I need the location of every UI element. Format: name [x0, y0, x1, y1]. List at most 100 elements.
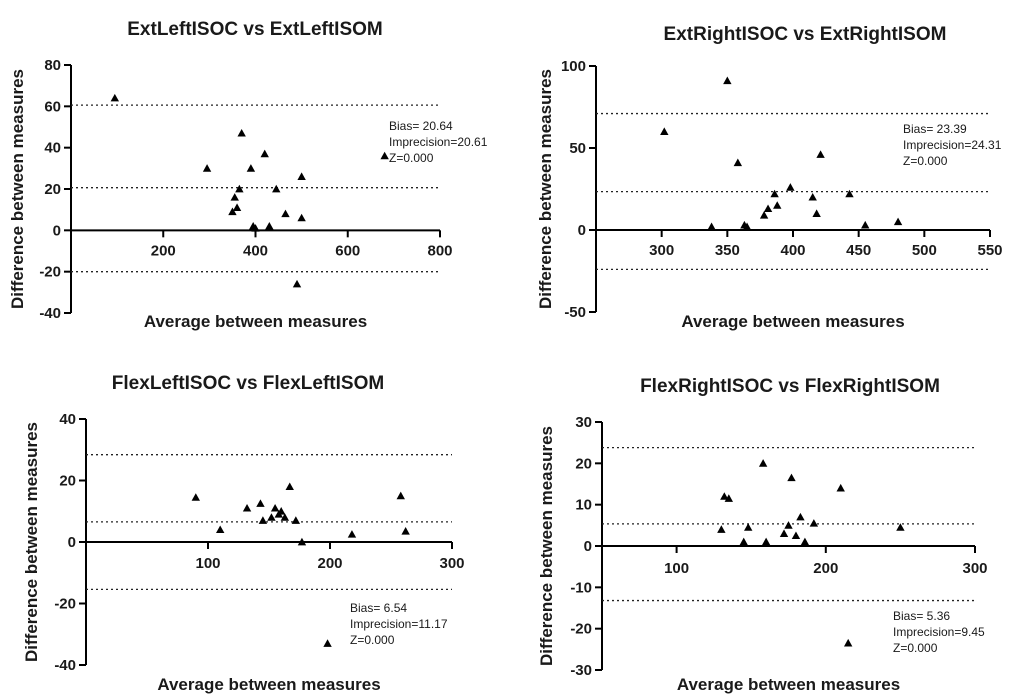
y-tick-label: -40 — [54, 657, 76, 674]
data-point-triangle — [707, 222, 716, 231]
data-point-triangle — [779, 529, 789, 537]
x-tick-label: 500 — [912, 242, 937, 259]
chart-panel-4: FlexRightISOC vs FlexRightISOM -30 -20 -10 0… — [537, 376, 988, 694]
data-point-triangle — [297, 537, 307, 546]
x-tick-label: 300 — [962, 560, 987, 577]
y-tick-label: 20 — [575, 455, 592, 472]
x-axis-label: Average between measures — [681, 312, 904, 331]
data-point-triangle — [242, 503, 252, 512]
y-tick-label: -20 — [39, 264, 61, 281]
y-axis-label: Difference between measures — [536, 69, 555, 309]
data-point-triangle — [347, 530, 357, 538]
data-point-triangle — [216, 525, 225, 534]
data-point-triangle — [808, 193, 817, 201]
data-point-triangle — [292, 279, 302, 288]
data-point-triangle — [272, 184, 281, 193]
y-tick-label: 0 — [53, 222, 61, 239]
data-point-triangle — [256, 499, 265, 507]
chart-title: ExtRightISOC vs ExtRightISOM — [664, 24, 947, 45]
x-tick-label: 600 — [335, 242, 360, 259]
data-point-triangle — [861, 220, 870, 229]
bias-annotation: Bias= 6.54 — [350, 601, 407, 615]
data-point-triangle — [401, 527, 410, 535]
data-point-triangle — [191, 493, 200, 501]
data-point-triangle — [660, 127, 669, 135]
y-tick-label: 20 — [44, 181, 61, 198]
data-point-triangle — [812, 209, 821, 217]
x-tick-label: 100 — [195, 555, 220, 572]
x-axis-label: Average between measures — [157, 675, 380, 694]
y-tick-label: 0 — [578, 222, 586, 239]
data-point-triangle — [724, 494, 734, 502]
chart-panel-3: FlexLeftISOC vs FlexLeftISOM -40 -20 0 20 40 1… — [22, 373, 465, 694]
x-tick-label: 400 — [780, 242, 805, 259]
x-tick-label: 350 — [715, 242, 740, 259]
x-tick-label: 300 — [439, 555, 464, 572]
data-point-triangle — [763, 204, 773, 213]
bias-annotation: Bias= 20.64 — [389, 119, 453, 133]
z-annotation: Z=0.000 — [903, 154, 948, 168]
data-point-triangle — [260, 149, 269, 158]
x-tick-label: 450 — [846, 242, 871, 259]
y-tick-label: 40 — [59, 411, 76, 428]
x-tick-label: 200 — [813, 560, 838, 577]
y-tick-label: 20 — [59, 473, 76, 490]
x-axis-label: Average between measures — [677, 675, 900, 694]
z-annotation: Z=0.000 — [389, 151, 434, 165]
data-point-triangle — [723, 76, 732, 85]
bias-annotation: Bias= 5.36 — [893, 609, 950, 623]
y-tick-label: 60 — [44, 98, 61, 115]
data-point-triangle — [773, 201, 782, 209]
x-tick-label: 300 — [649, 242, 674, 259]
data-point-triangle — [759, 211, 769, 219]
data-point-triangle — [739, 537, 748, 546]
chart-title: FlexRightISOC vs FlexRightISOM — [640, 376, 940, 397]
data-point-triangle — [265, 222, 274, 230]
y-tick-label: -40 — [39, 305, 61, 322]
y-tick-label: 100 — [561, 58, 586, 75]
data-point-triangle — [816, 150, 825, 158]
data-point-triangle — [845, 189, 854, 198]
data-point-triangle — [258, 516, 268, 524]
data-point-triangle — [281, 209, 290, 218]
data-point-triangle — [246, 164, 256, 172]
data-point-triangle — [784, 521, 793, 529]
imprecision-annotation: Imprecision=20.61 — [389, 135, 488, 149]
chart-panel-1: ExtLeftISOC vs ExtLeftISOM -40 -20 0 20 40 60 8… — [8, 19, 488, 331]
data-point-triangle — [285, 482, 294, 491]
y-tick-label: 50 — [569, 140, 586, 157]
y-tick-label: 0 — [584, 538, 592, 555]
data-point-triangle — [277, 507, 286, 515]
chart-title: FlexLeftISOC vs FlexLeftISOM — [112, 373, 384, 394]
data-point-triangle — [733, 158, 743, 167]
data-point-triangle — [202, 164, 212, 172]
y-tick-label: -20 — [54, 596, 76, 613]
y-tick-label: -10 — [570, 579, 592, 596]
z-annotation: Z=0.000 — [893, 641, 938, 655]
data-point-triangle — [787, 473, 796, 482]
data-point-triangle — [267, 513, 276, 521]
imprecision-annotation: Imprecision=11.17 — [350, 617, 448, 631]
data-point-triangle — [796, 512, 805, 521]
data-point-triangle — [800, 537, 810, 546]
data-point-triangle — [280, 513, 290, 521]
data-point-triangle — [758, 459, 768, 467]
chart-panel-2: ExtRightISOC vs ExtRightISOM -50 0 50 100 300… — [536, 24, 1003, 331]
data-point-triangle — [232, 203, 242, 211]
x-tick-label: 100 — [664, 560, 689, 577]
x-tick-label: 800 — [427, 242, 452, 259]
data-point-triangle — [843, 638, 853, 647]
x-tick-label: 200 — [151, 242, 176, 259]
data-point-triangle — [291, 516, 301, 524]
imprecision-annotation: Imprecision=9.45 — [893, 625, 985, 639]
bias-annotation: Bias= 23.39 — [903, 122, 967, 136]
data-point-triangle — [786, 183, 795, 191]
y-tick-label: 40 — [44, 140, 61, 157]
data-point-triangle — [809, 519, 819, 527]
data-point-triangle — [791, 531, 801, 540]
y-tick-label: -20 — [570, 621, 592, 638]
data-point-triangle — [761, 537, 771, 546]
data-point-triangle — [720, 492, 729, 500]
data-point-triangle — [110, 93, 120, 102]
